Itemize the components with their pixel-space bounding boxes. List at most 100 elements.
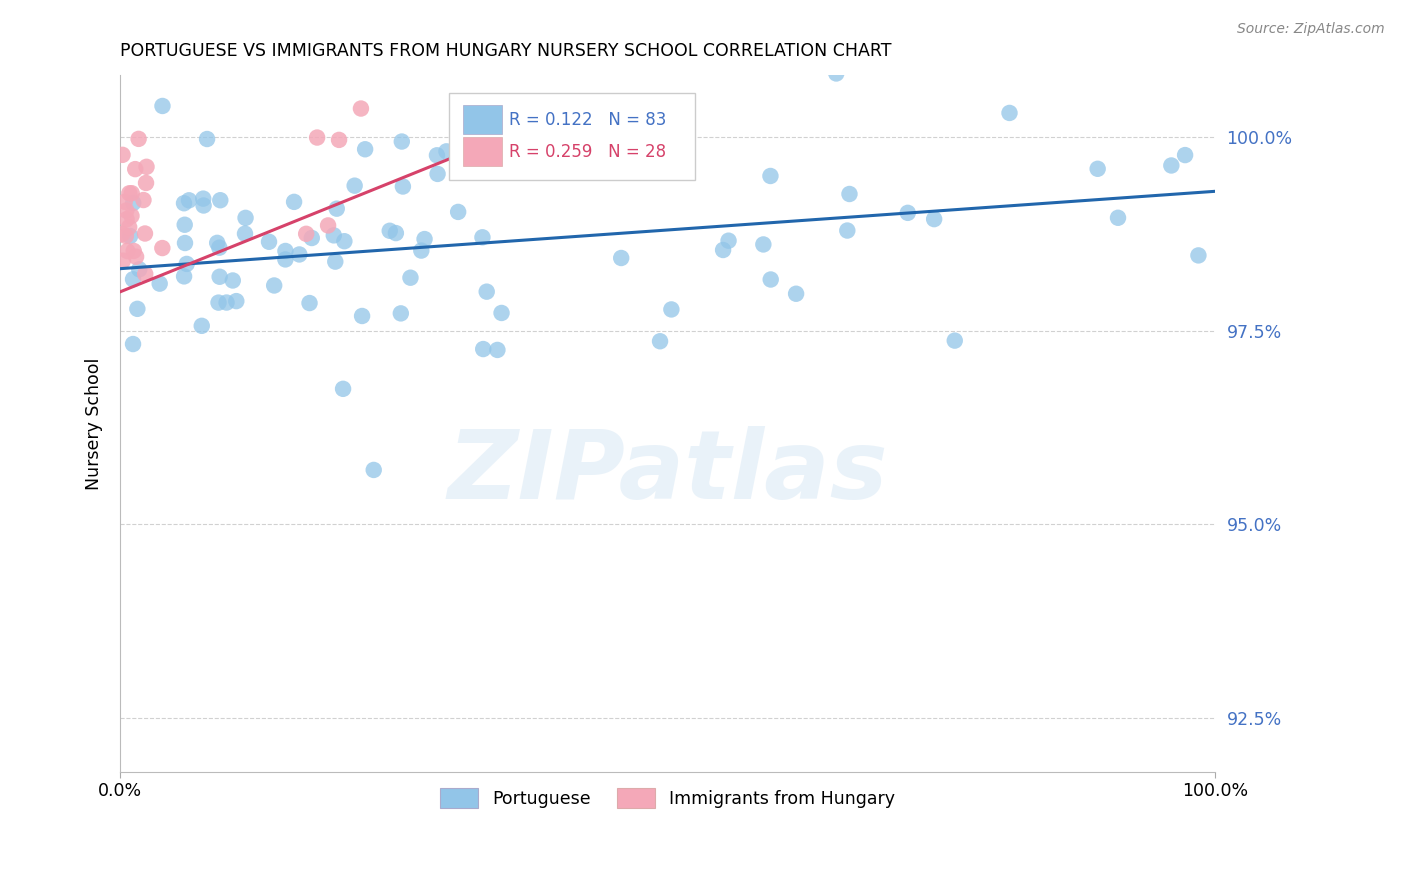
Point	[759, 272, 782, 286]
Point	[328, 133, 350, 147]
Point	[263, 278, 285, 293]
Point	[298, 296, 321, 310]
FancyBboxPatch shape	[449, 93, 695, 179]
Point	[307, 130, 329, 145]
Point	[475, 285, 498, 299]
Point	[922, 212, 945, 227]
Point	[283, 194, 305, 209]
Point	[193, 198, 215, 212]
Point	[235, 211, 257, 225]
Point	[332, 382, 354, 396]
Point	[486, 343, 509, 357]
Point	[173, 196, 195, 211]
Point	[301, 231, 323, 245]
Point	[1087, 161, 1109, 176]
Point	[118, 186, 141, 201]
Point	[125, 250, 148, 264]
FancyBboxPatch shape	[463, 105, 502, 135]
Point	[208, 241, 231, 255]
Point	[825, 66, 848, 80]
Text: R = 0.259   N = 28: R = 0.259 N = 28	[509, 143, 666, 161]
Point	[121, 209, 143, 223]
Point	[111, 253, 134, 268]
Point	[471, 230, 494, 244]
Point	[1107, 211, 1129, 225]
Point	[134, 267, 156, 281]
Point	[274, 244, 297, 258]
Point	[352, 309, 374, 323]
Point	[1187, 248, 1209, 262]
Point	[128, 132, 150, 146]
Point	[288, 247, 311, 261]
Point	[233, 227, 256, 241]
Point	[711, 243, 734, 257]
Text: PORTUGUESE VS IMMIGRANTS FROM HUNGARY NURSERY SCHOOL CORRELATION CHART: PORTUGUESE VS IMMIGRANTS FROM HUNGARY NU…	[120, 42, 891, 60]
Point	[122, 196, 145, 211]
Point	[447, 205, 470, 219]
Point	[998, 106, 1021, 120]
Point	[363, 463, 385, 477]
Point	[295, 227, 318, 241]
Point	[547, 115, 569, 129]
Point	[207, 295, 229, 310]
Text: R = 0.122   N = 83: R = 0.122 N = 83	[509, 111, 666, 128]
Point	[472, 342, 495, 356]
Point	[132, 193, 155, 207]
Point	[215, 295, 238, 310]
Point	[326, 202, 349, 216]
Point	[897, 206, 920, 220]
Point	[174, 235, 197, 250]
Point	[785, 286, 807, 301]
Point	[225, 294, 247, 309]
Point	[316, 219, 339, 233]
Point	[413, 232, 436, 246]
Point	[149, 277, 172, 291]
Point	[943, 334, 966, 348]
Point	[128, 262, 150, 277]
Point	[837, 223, 859, 237]
Text: ZIPatlas: ZIPatlas	[447, 425, 889, 519]
Point	[122, 272, 145, 286]
Point	[343, 178, 366, 193]
FancyBboxPatch shape	[463, 137, 502, 167]
Point	[257, 235, 280, 249]
Point	[717, 234, 740, 248]
Point	[127, 301, 149, 316]
Point	[491, 306, 513, 320]
Point	[118, 220, 141, 235]
Point	[115, 212, 138, 227]
Point	[193, 192, 215, 206]
Point	[122, 244, 145, 258]
Point	[385, 226, 408, 240]
Point	[274, 252, 297, 267]
Point	[120, 229, 142, 244]
Point	[411, 244, 433, 258]
Point	[323, 254, 346, 268]
Point	[135, 176, 157, 190]
Point	[176, 257, 198, 271]
Point	[399, 270, 422, 285]
Point	[354, 142, 377, 156]
Point	[648, 334, 671, 349]
Point	[114, 194, 136, 209]
Point	[111, 227, 134, 241]
Point	[436, 145, 458, 159]
Point	[333, 234, 356, 248]
Point	[389, 306, 412, 320]
Point	[661, 302, 683, 317]
Point	[111, 148, 134, 162]
Point	[117, 244, 139, 258]
Point	[350, 102, 373, 116]
Point	[195, 132, 218, 146]
Point	[173, 269, 195, 284]
Point	[114, 229, 136, 244]
Point	[209, 193, 232, 207]
Point	[208, 269, 231, 284]
Point	[122, 337, 145, 351]
Point	[752, 237, 775, 252]
Point	[135, 160, 157, 174]
Point	[1174, 148, 1197, 162]
Point	[134, 227, 156, 241]
Point	[173, 218, 195, 232]
Point	[759, 169, 782, 183]
